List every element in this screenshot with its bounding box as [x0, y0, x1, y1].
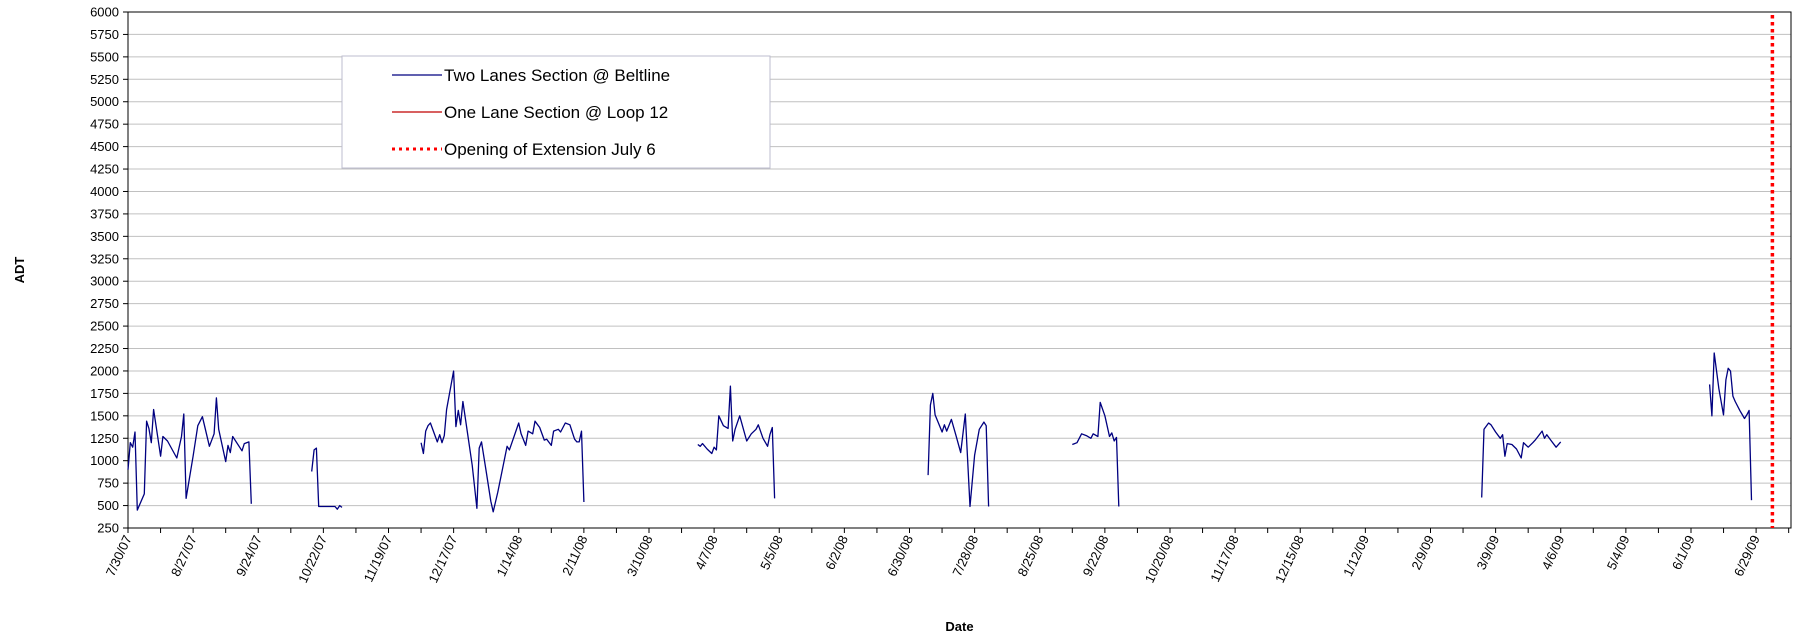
x-tick-label: 7/28/08 — [949, 533, 981, 579]
legend-label-two-lanes: Two Lanes Section @ Beltline — [444, 66, 670, 85]
series-line-two-lanes — [420, 370, 585, 513]
x-tick-label: 6/29/09 — [1731, 533, 1763, 579]
y-tick-label: 5750 — [90, 27, 119, 42]
x-tick-label: 10/22/07 — [295, 533, 330, 585]
y-tick-label: 2750 — [90, 296, 119, 311]
x-tick-label: 8/25/08 — [1015, 533, 1047, 579]
x-tick-label: 11/19/07 — [361, 533, 396, 584]
x-tick-label: 2/11/08 — [559, 533, 591, 578]
y-axis-title: ADT — [12, 257, 27, 284]
x-tick-label: 9/24/07 — [233, 533, 265, 579]
y-tick-label: 2500 — [90, 319, 119, 334]
y-tick-label: 1000 — [90, 453, 119, 468]
x-tick-label: 5/5/08 — [757, 533, 786, 572]
x-tick-label: 12/15/08 — [1272, 533, 1307, 585]
x-tick-label: 7/30/07 — [103, 533, 135, 579]
y-tick-label: 2000 — [90, 363, 119, 378]
x-tick-label: 6/30/08 — [884, 533, 916, 579]
y-tick-label: 750 — [97, 476, 119, 491]
y-tick-label: 4750 — [90, 117, 119, 132]
x-tick-label: 2/9/09 — [1408, 533, 1437, 572]
y-tick-label: 4500 — [90, 139, 119, 154]
x-tick-label: 6/2/08 — [822, 533, 851, 572]
y-tick-label: 250 — [97, 521, 119, 536]
x-tick-label: 8/27/07 — [168, 533, 200, 579]
series-line-two-lanes — [1708, 352, 1753, 501]
series-layer — [127, 352, 1753, 513]
x-tick-label: 9/22/08 — [1080, 533, 1112, 579]
series-line-two-lanes — [697, 385, 776, 499]
x-tick-label: 3/9/09 — [1473, 533, 1502, 572]
x-tick-label: 4/6/09 — [1539, 533, 1568, 572]
y-tick-label: 1750 — [90, 386, 119, 401]
y-tick-label: 3250 — [90, 251, 119, 266]
x-tick-label: 6/1/09 — [1669, 533, 1698, 572]
y-tick-label: 3500 — [90, 229, 119, 244]
x-axis-ticks: 7/30/07 8/27/07 9/24/07 10/22/07 11/19/07 12/… — [103, 528, 1790, 585]
y-tick-label: 2250 — [90, 341, 119, 356]
x-axis-title: Date — [945, 619, 973, 634]
y-tick-label: 4000 — [90, 184, 119, 199]
y-tick-label: 5500 — [90, 49, 119, 64]
y-tick-label: 4250 — [90, 162, 119, 177]
series-line-two-lanes — [927, 392, 990, 508]
plot-area-frame — [127, 11, 1792, 529]
y-tick-label: 3000 — [90, 274, 119, 289]
y-tick-label: 1500 — [90, 408, 119, 423]
y-axis-ticks: 250 500 750 1000 1250 1500 1750 2000 2250 2500 275… — [90, 5, 128, 536]
y-tick-label: 6000 — [90, 5, 119, 20]
legend-label-opening: Opening of Extension July 6 — [444, 140, 656, 159]
y-tick-label: 5000 — [90, 94, 119, 109]
series-line-two-lanes — [127, 397, 252, 511]
y-tick-label: 5250 — [90, 72, 119, 87]
gridlines — [128, 33, 1791, 507]
x-tick-label: 1/14/08 — [494, 533, 526, 579]
x-tick-label: 11/17/08 — [1207, 533, 1242, 584]
x-tick-label: 5/4/09 — [1604, 533, 1633, 572]
legend-label-one-lane: One Lane Section @ Loop 12 — [444, 103, 668, 122]
series-line-two-lanes — [1072, 401, 1120, 507]
y-tick-label: 3750 — [90, 206, 119, 221]
y-tick-label: 1250 — [90, 431, 119, 446]
y-tick-label: 500 — [97, 498, 119, 513]
legend: Two Lanes Section @ Beltline One Lane Sec… — [341, 55, 771, 169]
x-tick-label: 10/20/08 — [1142, 533, 1177, 585]
x-tick-label: 3/10/08 — [624, 533, 656, 579]
series-line-two-lanes — [1481, 422, 1562, 498]
x-tick-label: 1/12/09 — [1340, 533, 1372, 579]
series-line-two-lanes — [311, 447, 343, 510]
x-tick-label: 12/17/07 — [425, 533, 460, 585]
x-tick-label: 4/7/08 — [692, 533, 721, 572]
